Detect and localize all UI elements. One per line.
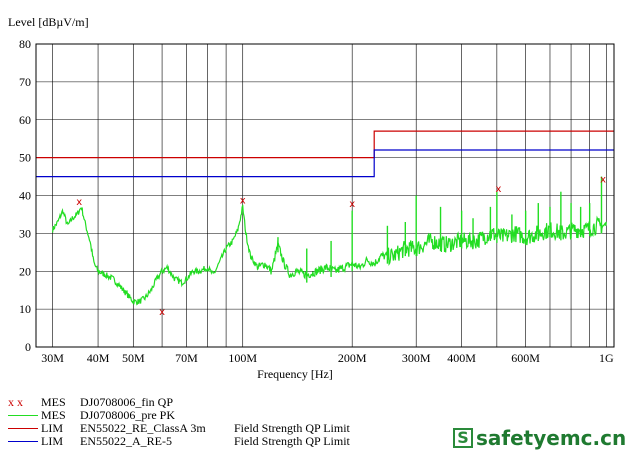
qp-marker: x [600,174,606,185]
x-tick-label: 600M [511,351,540,365]
legend-name: DJ0708006_pre PK [80,408,175,422]
watermark: S safetyemc.cn [453,424,626,452]
legend-desc: Field Strength QP Limit [234,421,350,435]
emission-chart: Level [dBµV/m] xxx xxx 01020304050607080 … [8,15,615,381]
limit-line-re5 [36,149,614,178]
legend-kind: LIM [41,434,63,448]
y-tick-label: 40 [19,189,31,203]
legend-name: DJ0708006_fin QP [80,395,174,409]
legend-limit-b-swatch [8,441,38,442]
x-tick-label: 100M [228,351,257,365]
legend-name: EN55022_RE_ClassA 3m [80,421,206,435]
x-tick-label: 40M [87,351,110,365]
y-tick-label: 50 [19,151,31,165]
watermark-logo-icon: S [453,428,473,448]
limit-line-class-a [36,130,614,159]
y-tick-labels: 0 10 20 30 40 50 60 70 80 [19,37,31,354]
x-tick-labels: 30M 40M 50M 70M 100M 200M 300M 400M 600M 1G [41,351,614,365]
x-axis-label: Frequency [Hz] [257,367,333,381]
legend-kind: MES [41,395,66,409]
grid [36,44,614,347]
y-axis-label: Level [dBµV/m] [8,15,89,29]
qp-marker: x [349,199,355,210]
legend-desc: Field Strength QP Limit [234,434,350,448]
y-tick-label: 30 [19,226,31,240]
watermark-text: safetyemc.cn [476,426,627,450]
qp-marker: x [495,184,501,195]
x-tick-label: 400M [447,351,476,365]
y-tick-label: 70 [19,75,31,89]
legend-name: EN55022_A_RE-5 [80,434,172,448]
x-tick-label: 300M [402,351,431,365]
y-tick-label: 80 [19,37,31,51]
y-tick-label: 10 [19,302,31,316]
x-tick-label: 200M [338,351,367,365]
plot-frame [35,43,615,348]
y-tick-label: 60 [19,113,31,127]
y-tick-label: 0 [25,340,31,354]
x-tick-label: 50M [122,351,145,365]
qp-marker: x [159,307,165,318]
legend-kind: LIM [41,421,63,435]
qp-marker: x [240,195,246,206]
x-tick-label: 70M [175,351,198,365]
y-tick-label: 20 [19,264,31,278]
legend-limit-a-swatch [8,428,38,429]
qp-markers: x x x x x x [76,174,606,318]
legend-pk-swatch [8,415,38,416]
qp-marker: x [76,197,82,208]
legend-kind: MES [41,408,66,422]
limit-lines [36,130,614,178]
pk-series-line [52,204,607,306]
legend-qp-marker: x x [8,395,23,409]
x-tick-label: 1G [599,351,614,365]
x-tick-label: 30M [41,351,64,365]
